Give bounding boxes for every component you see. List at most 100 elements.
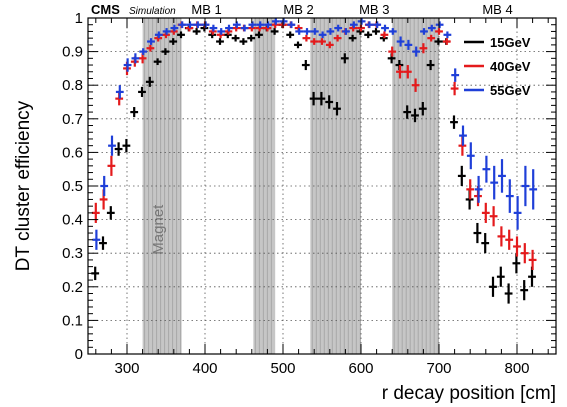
data-point	[466, 179, 475, 200]
data-point	[216, 38, 224, 45]
data-point	[115, 85, 124, 99]
data-point	[192, 28, 201, 35]
data-point	[420, 28, 428, 35]
data-point	[154, 31, 163, 39]
data-point	[271, 18, 280, 25]
data-point	[99, 236, 107, 250]
data-point	[217, 28, 226, 35]
data-point	[490, 165, 499, 200]
data-point	[302, 34, 311, 42]
data-point	[473, 222, 482, 244]
legend: 15GeV 40GeV 55GeV	[464, 35, 531, 98]
data-point	[513, 236, 521, 257]
x-tick-label: 300	[114, 360, 139, 377]
data-point	[466, 142, 475, 170]
data-point	[170, 24, 179, 32]
data-point	[403, 65, 412, 79]
x-tick-label: 400	[192, 360, 217, 377]
y-tick-label: 0.2	[62, 279, 83, 296]
legend-label: 40GeV	[490, 59, 531, 74]
data-point	[505, 179, 514, 213]
data-point	[348, 34, 357, 42]
data-point	[403, 105, 412, 119]
data-point	[451, 68, 460, 82]
region-label: MB 1	[191, 2, 221, 17]
experiment-sublabel: Simulation	[129, 6, 176, 17]
experiment-label: CMS	[91, 2, 120, 17]
data-point	[147, 38, 155, 45]
data-point	[372, 28, 380, 35]
data-point	[286, 31, 295, 39]
data-point	[240, 24, 249, 32]
data-point	[528, 249, 537, 270]
legend-label: 15GeV	[490, 35, 531, 50]
data-point	[396, 65, 404, 79]
data-point	[427, 24, 436, 32]
y-tick-label: 1	[75, 10, 83, 27]
data-point	[295, 28, 304, 35]
y-tick-label: 0.9	[62, 44, 83, 61]
data-point	[162, 28, 171, 35]
data-point	[317, 91, 326, 106]
data-point	[365, 21, 374, 29]
data-point	[301, 60, 310, 71]
data-point	[434, 38, 443, 45]
data-point	[334, 24, 343, 32]
annotations: CMS Simulation MB 1 MB 2 MB 3 MB 4	[91, 2, 513, 17]
data-point	[138, 86, 146, 97]
data-point	[326, 28, 335, 35]
data-point	[186, 21, 194, 29]
magnet-label: Magnet	[150, 204, 167, 255]
data-point	[123, 58, 132, 72]
data-point	[482, 155, 491, 183]
data-point	[489, 206, 498, 227]
data-point	[225, 24, 233, 32]
data-point	[443, 31, 452, 39]
data-point	[520, 243, 529, 264]
data-point	[107, 155, 116, 176]
data-point	[279, 18, 288, 25]
data-point	[388, 46, 397, 57]
x-tick-label: 600	[348, 360, 373, 377]
data-point	[496, 266, 505, 287]
data-point	[325, 41, 334, 49]
data-point	[442, 38, 451, 45]
region-label: MB 2	[283, 2, 313, 17]
data-point	[153, 58, 162, 66]
data-point	[419, 43, 428, 54]
data-point	[513, 196, 522, 230]
data-point	[309, 91, 318, 106]
data-point	[248, 21, 257, 29]
series-55GeV	[92, 18, 538, 250]
data-point	[108, 135, 116, 156]
data-point	[357, 18, 366, 25]
data-point	[412, 46, 421, 57]
data-point	[310, 38, 319, 45]
legend-item: 40GeV	[464, 59, 531, 74]
x-tick-label: 800	[504, 360, 529, 377]
data-point	[504, 283, 513, 304]
data-point	[106, 206, 115, 220]
data-point	[529, 169, 538, 210]
data-point	[201, 21, 210, 29]
legend-item: 55GeV	[464, 83, 531, 98]
data-point	[100, 175, 109, 197]
legend-label: 55GeV	[490, 83, 531, 98]
x-tick-label: 700	[426, 360, 451, 377]
data-point	[130, 107, 139, 118]
data-point	[232, 21, 241, 29]
data-point	[474, 175, 483, 203]
data-point	[256, 21, 265, 29]
data-point	[388, 28, 397, 35]
data-point	[161, 48, 170, 55]
data-point	[114, 142, 123, 156]
region-label: MB 3	[359, 2, 389, 17]
data-point	[498, 159, 506, 193]
data-point	[193, 21, 202, 29]
data-point	[427, 34, 436, 42]
data-point	[380, 31, 389, 39]
data-point	[435, 28, 443, 35]
data-point	[411, 78, 420, 92]
axes: 300 400 500 600 700 800 0 0.1 0.2 0.3 0.4 0.5 0.6 0.7…	[62, 10, 557, 377]
